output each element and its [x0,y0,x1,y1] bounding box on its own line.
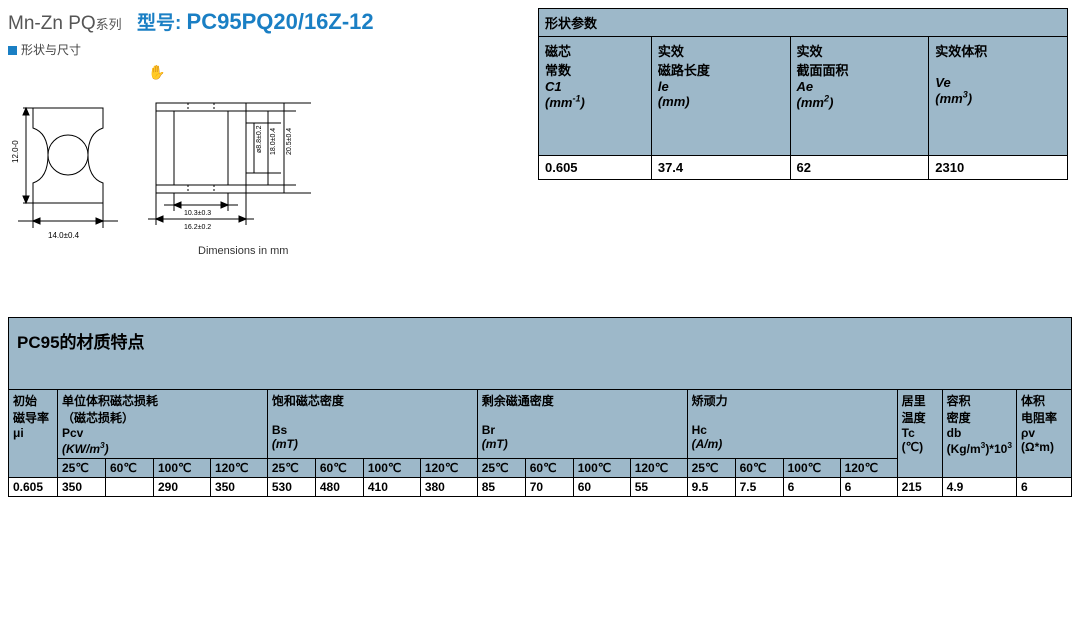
shape-section-heading: 形状与尺寸 [8,41,518,58]
square-bullet-icon [8,46,17,55]
t-bs-0: 25℃ [267,459,315,478]
t-br-2: 100℃ [573,459,630,478]
col-hc: 矫顽力 Hc (A/m) [687,390,897,459]
t-hc-1: 60℃ [735,459,783,478]
v-tc: 215 [897,478,942,497]
v-bs-1: 480 [315,478,363,497]
shape-section-label: 形状与尺寸 [21,43,81,57]
v-br-1: 70 [525,478,573,497]
shape-values-row: 0.605 37.4 62 2310 [539,156,1068,180]
v-hc-0: 9.5 [687,478,735,497]
col-pcv: 单位体积磁芯损耗 （磁芯损耗） Pcv (KW/m3) [58,390,268,459]
t-br-3: 120℃ [630,459,687,478]
v-pcv-1 [106,478,154,497]
t-pcv-2: 100℃ [154,459,211,478]
t-br-1: 60℃ [525,459,573,478]
diagram-row: 12.0-0 14.0±0.4 [8,83,518,243]
top-section: Mn-Zn PQ系列 型号: PC95PQ20/16Z-12 形状与尺寸 ✋ [8,8,1072,257]
v-rho: 6 [1017,478,1072,497]
series-suffix: 系列 [96,17,122,32]
col-bs: 饱和磁芯密度 Bs (mT) [267,390,477,459]
shape-col-0: 磁芯 常数 C1 (mm-1) [539,37,652,156]
v-bs-2: 410 [363,478,420,497]
v-pcv-2: 290 [154,478,211,497]
t-hc-2: 100℃ [783,459,840,478]
dimensions-note: Dimensions in mm [198,245,518,257]
col-db: 容积 密度 db (Kg/m3)*103 [942,390,1016,478]
t-hc-0: 25℃ [687,459,735,478]
series-main: PQ [68,13,95,34]
shape-val-1: 37.4 [651,156,790,180]
v-pcv-3: 350 [210,478,267,497]
shape-params-table: 形状参数 磁芯 常数 C1 (mm-1) 实效 磁路长度 le (mm) 实效 … [538,8,1068,180]
v-hc-3: 6 [840,478,897,497]
t-bs-2: 100℃ [363,459,420,478]
col-br: 剩余磁通密度 Br (mT) [477,390,687,459]
t-br-0: 25℃ [477,459,525,478]
t-pcv-1: 60℃ [106,459,154,478]
series-prefix: Mn-Zn [8,13,63,34]
material-table: PC95的材质特点 初始 磁导率 μi 单位体积磁芯损耗 （磁芯损耗） Pcv … [8,317,1072,497]
title-line: Mn-Zn PQ系列 型号: PC95PQ20/16Z-12 [8,8,518,35]
shape-col-3: 实效体积 Ve (mm3) [929,37,1068,156]
v-br-2: 60 [573,478,630,497]
left-column: Mn-Zn PQ系列 型号: PC95PQ20/16Z-12 形状与尺寸 ✋ [8,8,518,257]
v-bs-3: 380 [420,478,477,497]
material-table-title: PC95的材质特点 [9,318,1072,390]
v-hc-2: 6 [783,478,840,497]
v-pcv-0: 350 [58,478,106,497]
dim-inner-w: 10.3±0.3 [184,210,211,217]
shape-val-2: 62 [790,156,929,180]
col-tc: 居里 温度 Tc (℃) [897,390,942,478]
right-shape-diagram: ø8.8±0.2 18.0±0.4 20.5±0.4 10.3±0.3 16.2… [146,83,346,243]
t-pcv-3: 120℃ [210,459,267,478]
left-shape-diagram: 12.0-0 14.0±0.4 [8,93,128,243]
t-bs-1: 60℃ [315,459,363,478]
shape-val-0: 0.605 [539,156,652,180]
v-hc-1: 7.5 [735,478,783,497]
t-bs-3: 120℃ [420,459,477,478]
v-mu: 0.605 [9,478,58,497]
dim-h1: 18.0±0.4 [270,128,277,155]
col-mu: 初始 磁导率 μi [9,390,58,478]
shape-col-1: 实效 磁路长度 le (mm) [651,37,790,156]
v-br-3: 55 [630,478,687,497]
col-rho: 体积 电阻率 ρv (Ω*m) [1017,390,1072,478]
model-value: PC95PQ20/16Z-12 [187,9,374,34]
dim-dia: ø8.8±0.2 [256,125,263,153]
dim-left-width: 14.0±0.4 [48,231,80,240]
dim-left-height: 12.0-0 [11,140,20,163]
dim-h2: 20.5±0.4 [286,128,293,155]
t-pcv-0: 25℃ [58,459,106,478]
shape-val-3: 2310 [929,156,1068,180]
dim-outer-w: 16.2±0.2 [184,224,211,231]
v-bs-0: 530 [267,478,315,497]
shape-table-title: 形状参数 [539,9,1068,37]
shape-col-2: 实效 截面面积 Ae (mm2) [790,37,929,156]
hand-cursor-icon: ✋ [148,64,518,81]
v-br-0: 85 [477,478,525,497]
t-hc-3: 120℃ [840,459,897,478]
values-row: 0.605 350 290 350 530 480 410 380 85 70 … [9,478,1072,497]
model-label: 型号: [137,13,181,34]
v-db: 4.9 [942,478,1016,497]
